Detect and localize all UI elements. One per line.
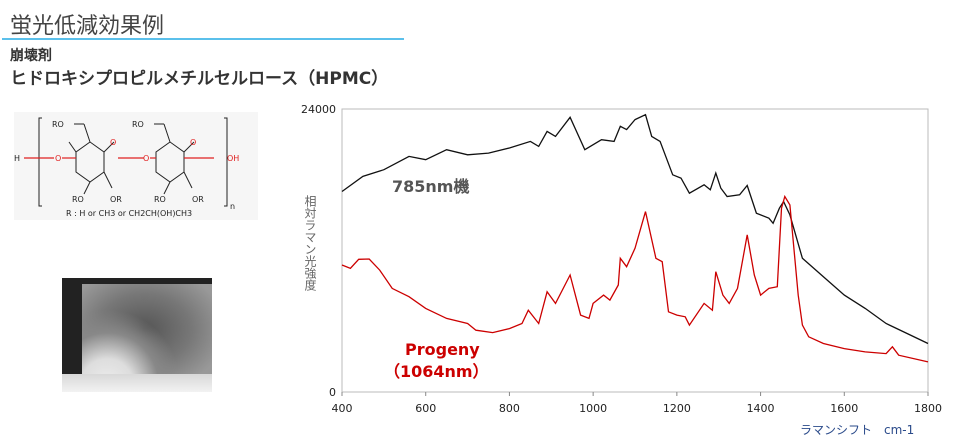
- x-tick-label: 600: [415, 402, 436, 415]
- y-axis-label: 相対ラマン光強度: [303, 195, 317, 291]
- series-label-progeny-wavelength: （1064nm）: [384, 362, 489, 381]
- struct-label-or: OR: [110, 195, 122, 204]
- struct-label-ro: RO: [154, 195, 166, 204]
- x-tick-label: 1000: [579, 402, 607, 415]
- struct-label-n: n: [230, 202, 235, 211]
- struct-label-h: H: [14, 154, 20, 163]
- title-underline: [2, 38, 404, 40]
- category-label: 崩壊剤: [10, 48, 52, 64]
- x-tick-label: 1200: [663, 402, 691, 415]
- struct-label-o: O: [190, 138, 196, 147]
- struct-label-ro: RO: [132, 120, 144, 129]
- x-tick-label: 1600: [830, 402, 858, 415]
- struct-label-ro: RO: [72, 195, 84, 204]
- compound-name: ヒドロキシプロピルメチルセルロース（HPMC）: [10, 69, 389, 89]
- struct-label-o: O: [55, 154, 61, 163]
- struct-label-or: OR: [192, 195, 204, 204]
- struct-label-oh: OH: [227, 154, 239, 163]
- sample-photo: [62, 278, 212, 392]
- plot-frame: [341, 108, 929, 393]
- x-tick-label: 400: [332, 402, 353, 415]
- x-tick-label: 800: [499, 402, 520, 415]
- page-title: 蛍光低減効果例: [10, 14, 165, 39]
- series-line-1: [341, 194, 929, 363]
- struct-label-ro: RO: [52, 120, 64, 129]
- series-line-0: [341, 113, 929, 345]
- series-label-785: 785nm機: [392, 177, 469, 196]
- x-axis-label: ラマンシフト cm-1: [800, 423, 914, 437]
- y-tick-label: 24000: [301, 103, 336, 116]
- series-label-progeny: Progeny: [405, 340, 480, 359]
- x-tick-label: 1800: [914, 402, 942, 415]
- struct-caption: R : H or CH3 or CH2CH(OH)CH3: [66, 209, 192, 218]
- struct-label-o: O: [143, 154, 149, 163]
- x-tick-label: 1400: [747, 402, 775, 415]
- y-tick-label: 0: [329, 386, 336, 399]
- struct-label-o: O: [110, 138, 116, 147]
- chemical-structure: RO RO H O O O O OH RO OR RO OR n R : H o…: [14, 112, 258, 220]
